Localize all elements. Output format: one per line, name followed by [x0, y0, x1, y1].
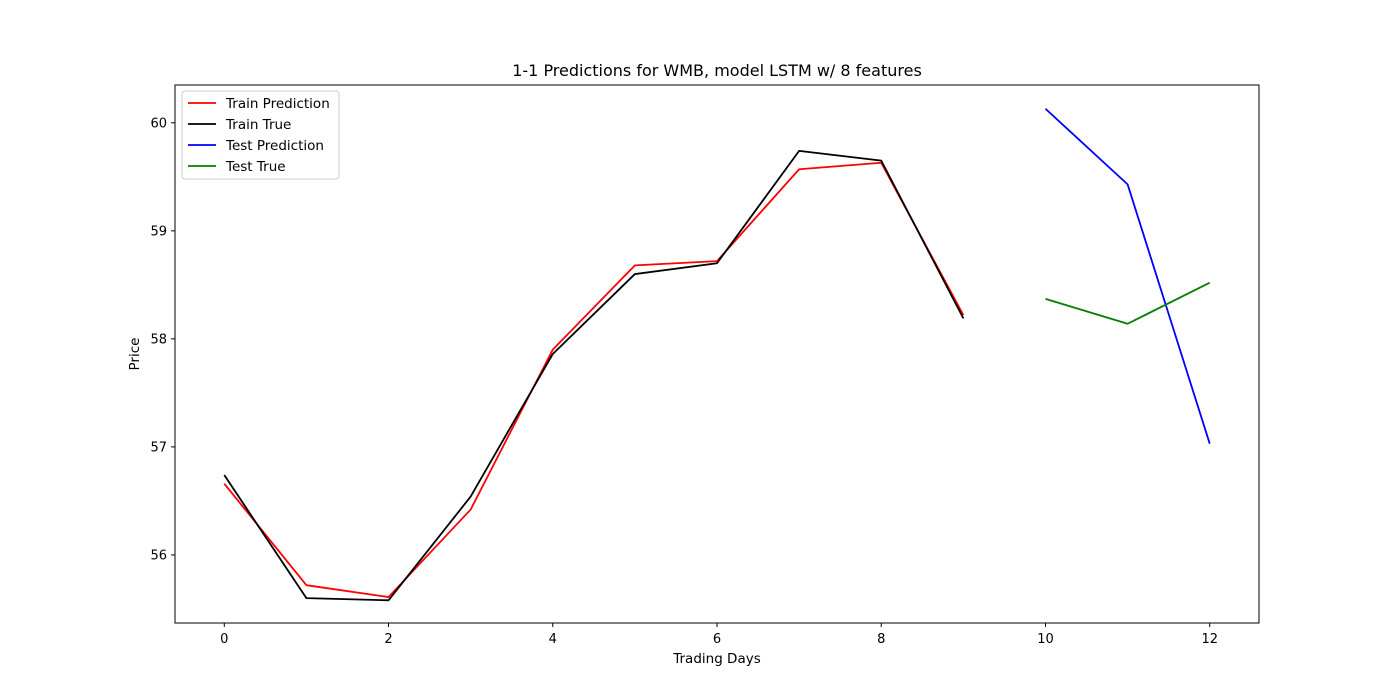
legend-label-train-prediction: Train Prediction [225, 96, 330, 112]
legend-label-train-true: Train True [225, 117, 291, 133]
x-tick-label: 8 [877, 632, 885, 647]
y-tick-label: 60 [150, 116, 167, 131]
x-tick-label: 4 [549, 632, 557, 647]
x-tick-label: 0 [220, 632, 228, 647]
legend-label-test-true: Test True [225, 159, 286, 175]
series-lines [223, 108, 1211, 602]
y-axis-label: Price [127, 338, 143, 371]
y-tick-label: 57 [150, 440, 167, 455]
y-tick-label: 59 [150, 224, 167, 239]
y-tick-label: 56 [150, 548, 167, 563]
series-line-train-true [223, 149, 965, 602]
legend-label-test-prediction: Test Prediction [225, 138, 324, 154]
x-tick-label: 6 [713, 632, 721, 647]
x-tick-label: 12 [1201, 632, 1218, 647]
legend: Train Prediction Train True Test Predictio… [181, 90, 340, 180]
y-tick-label: 58 [150, 332, 167, 347]
chart-title: 1-1 Predictions for WMB, model LSTM w/ 8… [512, 61, 922, 80]
x-tick-label: 10 [1037, 632, 1054, 647]
x-tick-label: 2 [384, 632, 392, 647]
series-line-train-prediction [223, 161, 965, 598]
plot-area-frame [174, 84, 1260, 624]
series-line-test-prediction [1044, 108, 1211, 444]
x-axis-label: Trading Days [672, 651, 761, 667]
legend-box [181, 90, 340, 180]
series-line-test-true [1045, 281, 1211, 325]
axis-ticks: 0 2 4 6 8 10 12 56 57 58 59 60 [150, 116, 1218, 647]
